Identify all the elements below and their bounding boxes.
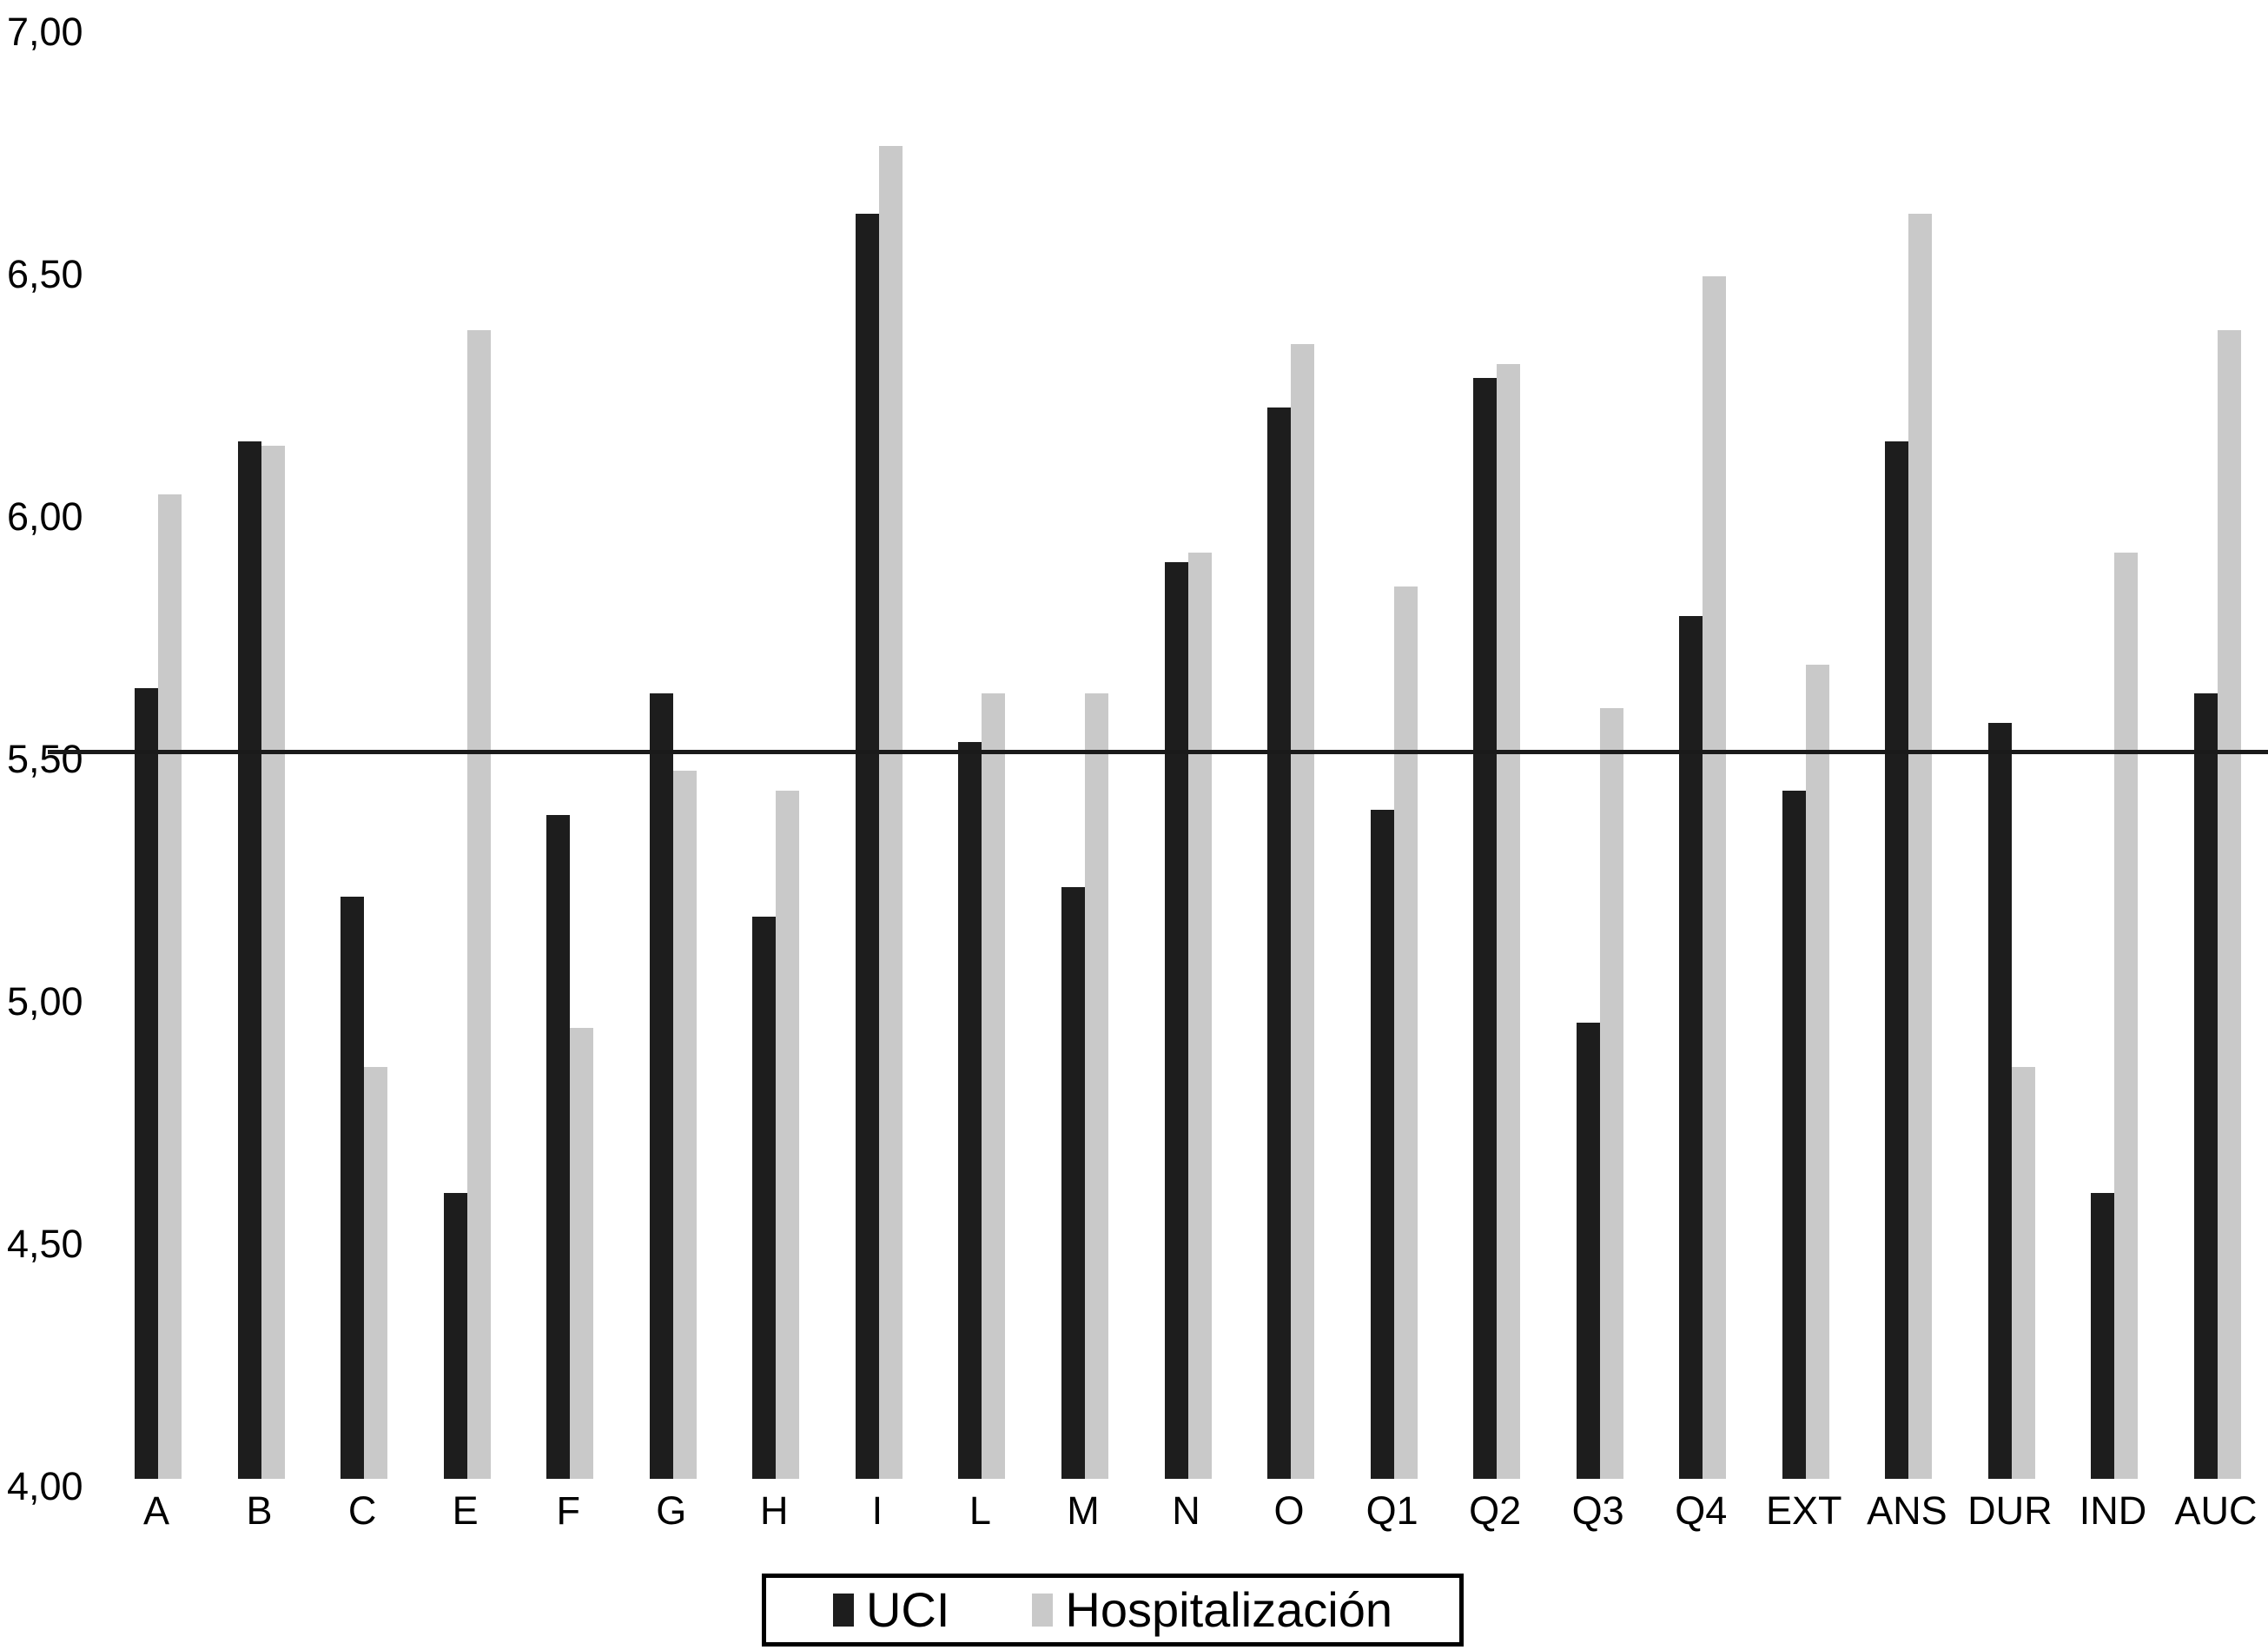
bar-hospitalizacion-Q1 [1393, 586, 1418, 1479]
hospitalizacion-color-swatch [1032, 1594, 1054, 1627]
bar-uci-DUR [1987, 722, 2012, 1479]
bar-uci-B [237, 441, 261, 1479]
x-label-M: M [1067, 1488, 1100, 1533]
bar-hospitalizacion-E [466, 329, 491, 1479]
bar-uci-G [649, 693, 673, 1479]
x-label-Q4: Q4 [1675, 1488, 1728, 1533]
bar-uci-A [135, 688, 158, 1479]
bar-hospitalizacion-Q2 [1497, 363, 1521, 1479]
bar-hospitalizacion-C [364, 1066, 388, 1479]
bar-hospitalizacion-H [776, 790, 800, 1479]
bar-uci-N [1164, 562, 1188, 1479]
bar-uci-I [855, 213, 879, 1479]
x-label-A: A [142, 1488, 170, 1533]
bar-uci-H [752, 916, 777, 1479]
bar-uci-F [546, 814, 571, 1479]
bar-hospitalizacion-M [1084, 693, 1108, 1479]
x-label-AUC: AUC [2174, 1488, 2258, 1533]
bar-uci-ANS [1885, 441, 1909, 1479]
x-label-C: C [347, 1488, 377, 1533]
bar-hospitalizacion-O [1291, 344, 1315, 1479]
x-label-I: I [871, 1488, 883, 1533]
y-tick-label-4_00: 4,00 [7, 1464, 83, 1508]
x-label-DUR: DUR [1967, 1488, 2053, 1533]
x-label-IND: IND [2079, 1488, 2147, 1533]
bar-hospitalizacion-ANS [1908, 213, 1933, 1479]
x-label-G: G [656, 1488, 687, 1533]
bar-hospitalizacion-G [672, 771, 697, 1479]
bar-uci-L [958, 741, 982, 1479]
legend-label-hospitalizacion: Hospitalización [1065, 1582, 1393, 1637]
bar-hospitalizacion-N [1187, 553, 1212, 1479]
y-tick-label-5_00: 5,00 [7, 979, 83, 1024]
bar-uci-Q3 [1576, 1023, 1600, 1479]
x-label-Q1: Q1 [1365, 1488, 1418, 1533]
x-label-ANS: ANS [1867, 1488, 1947, 1533]
bar-uci-E [443, 1192, 467, 1479]
x-label-O: O [1273, 1488, 1305, 1533]
x-label-F: F [556, 1488, 580, 1533]
bar-hospitalizacion-F [570, 1028, 594, 1479]
legend-item-hospitalizacion: Hospitalización [1032, 1586, 1392, 1634]
bar-uci-M [1061, 887, 1085, 1479]
bar-hospitalizacion-IND [2114, 553, 2139, 1479]
y-tick-label-5_50: 5,50 [7, 737, 83, 781]
bar-uci-Q2 [1473, 378, 1498, 1479]
y-tick-label-4_50: 4,50 [7, 1222, 83, 1266]
bar-uci-O [1267, 407, 1292, 1479]
bar-uci-Q1 [1370, 809, 1394, 1479]
x-label-N: N [1172, 1488, 1200, 1533]
legend-item-uci: UCI [832, 1582, 950, 1637]
legend-label-uci: UCI [865, 1582, 950, 1637]
x-label-H: H [760, 1488, 789, 1533]
bar-hospitalizacion-EXT [1805, 664, 1829, 1479]
x-label-EXT: EXT [1766, 1488, 1842, 1533]
bar-uci-EXT [1782, 790, 1806, 1479]
bar-uci-IND [2091, 1192, 2115, 1479]
y-tick-label-6_50: 6,50 [7, 252, 83, 296]
bar-hospitalizacion-Q3 [1599, 707, 1623, 1479]
x-label-B: B [246, 1488, 273, 1533]
bar-hospitalizacion-I [878, 145, 903, 1479]
bar-hospitalizacion-Q4 [1703, 276, 1727, 1479]
y-tick-label-6_00: 6,00 [7, 494, 83, 539]
bar-hospitalizacion-AUC [2218, 329, 2241, 1479]
bar-hospitalizacion-L [982, 693, 1006, 1479]
reference-line-5-50 [48, 750, 2268, 754]
bar-uci-AUC [2194, 693, 2218, 1479]
uci-color-swatch [832, 1594, 854, 1627]
bar-uci-Q4 [1679, 615, 1703, 1479]
x-label-Q3: Q3 [1571, 1488, 1624, 1533]
x-label-E: E [452, 1488, 479, 1533]
bar-hospitalizacion-DUR [2011, 1066, 2035, 1479]
bar-hospitalizacion-A [158, 494, 182, 1479]
x-label-Q2: Q2 [1469, 1488, 1522, 1533]
bar-uci-C [341, 897, 365, 1479]
y-tick-label-7_00: 7,00 [7, 10, 83, 54]
legend-box: UCI Hospitalización [762, 1574, 1464, 1647]
x-label-L: L [969, 1488, 991, 1533]
bar-hospitalizacion-B [261, 446, 285, 1479]
